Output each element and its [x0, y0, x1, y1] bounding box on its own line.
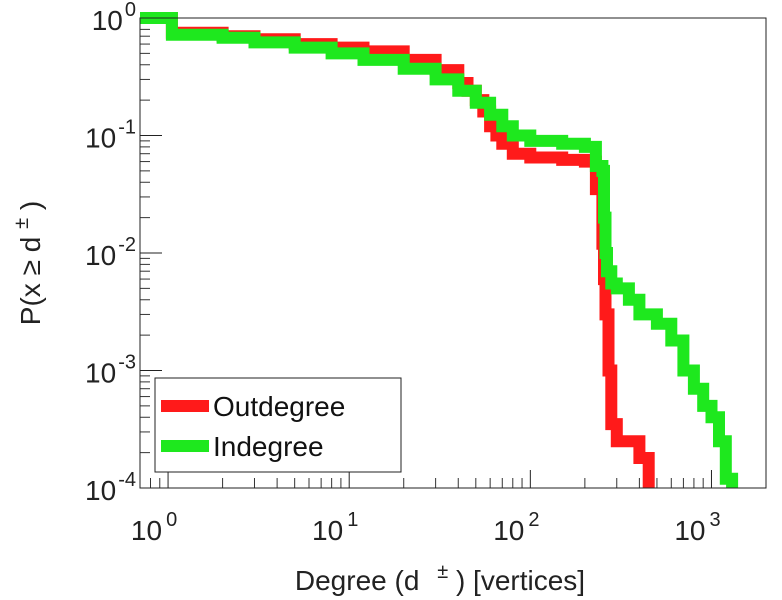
x-tick-label: 10 1: [312, 509, 358, 546]
y-tick-label: 10 -1: [85, 117, 136, 154]
y-tick-exp: -3: [118, 352, 136, 374]
y-tick-exp: -1: [118, 117, 136, 139]
y-axis-label-suffix: ): [15, 201, 46, 210]
x-tick-label: 10 2: [493, 509, 539, 546]
y-tick-label: 10 -4: [85, 469, 136, 506]
x-axis-label-suffix: ) [vertices]: [456, 565, 585, 596]
legend: Outdegree Indegree: [154, 377, 402, 473]
y-axis-label-sup: ±: [11, 218, 33, 229]
y-tick-base: 10: [85, 240, 116, 271]
y-tick-base: 10: [92, 5, 123, 36]
y-tick-base: 10: [85, 475, 116, 506]
legend-box: [154, 377, 402, 473]
major-ticks: [140, 17, 712, 489]
series-layer: [140, 12, 739, 488]
y-tick-label: 10 -2: [85, 234, 136, 271]
x-tick-exp: 3: [709, 509, 720, 531]
x-tick-exp: 0: [166, 509, 177, 531]
x-tick-base: 10: [493, 515, 524, 546]
legend-label-outdegree: Outdegree: [213, 391, 345, 422]
y-axis-label: P(x ≥ d ± ): [3, 201, 46, 325]
x-tick-exp: 1: [347, 509, 358, 531]
series-line-indegree: [140, 12, 739, 488]
x-tick-base: 10: [312, 515, 343, 546]
x-axis-label-sup: ±: [437, 561, 448, 583]
y-tick-base: 10: [85, 123, 116, 154]
y-tick-exp: -4: [118, 469, 136, 491]
x-tick-base: 10: [674, 515, 705, 546]
x-tick-exp: 2: [528, 509, 539, 531]
y-tick-label: 10 0: [92, 0, 136, 36]
x-tick-label: 10 3: [674, 509, 720, 546]
x-axis-label-prefix: Degree (d: [295, 565, 420, 596]
y-tick-label: 10 -3: [85, 352, 136, 389]
x-axis-label: Degree (d ± ) [vertices]: [295, 553, 585, 596]
y-tick-base: 10: [85, 358, 116, 389]
x-tick-label: 10 0: [131, 509, 177, 546]
y-tick-exp: -2: [118, 234, 136, 256]
y-tick-exp: 0: [125, 0, 136, 21]
tick-labels: 10 0 10 1 10 2 10 310 010 -110 -210 -310 -4: [85, 0, 721, 546]
x-tick-base: 10: [131, 515, 162, 546]
y-axis-label-prefix: P(x ≥ d: [15, 237, 46, 326]
legend-label-indegree: Indegree: [213, 431, 324, 462]
minor-ticks: [139, 22, 767, 488]
